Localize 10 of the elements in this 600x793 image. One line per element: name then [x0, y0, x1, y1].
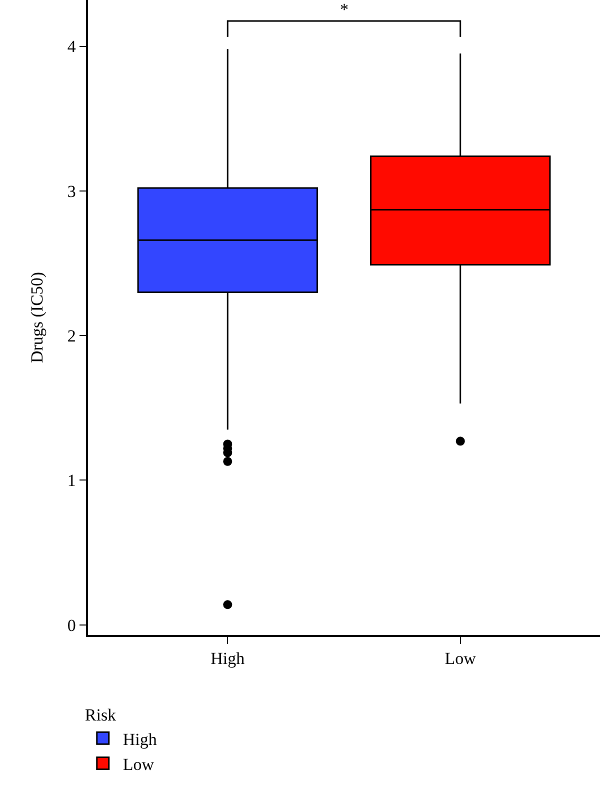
y-axis-title: Drugs (IC50) [27, 272, 46, 364]
legend-label: Low [122, 754, 155, 774]
y-tick-label: 0 [67, 616, 76, 635]
y-tick-label: 4 [67, 37, 76, 56]
legend-title: Risk [84, 706, 117, 725]
y-tick-label: 2 [67, 326, 76, 346]
annotation: * [340, 0, 348, 19]
y-tick-label: 1 [67, 471, 76, 490]
y-tick-label: 3 [67, 182, 76, 201]
legend-label: High [122, 730, 158, 749]
